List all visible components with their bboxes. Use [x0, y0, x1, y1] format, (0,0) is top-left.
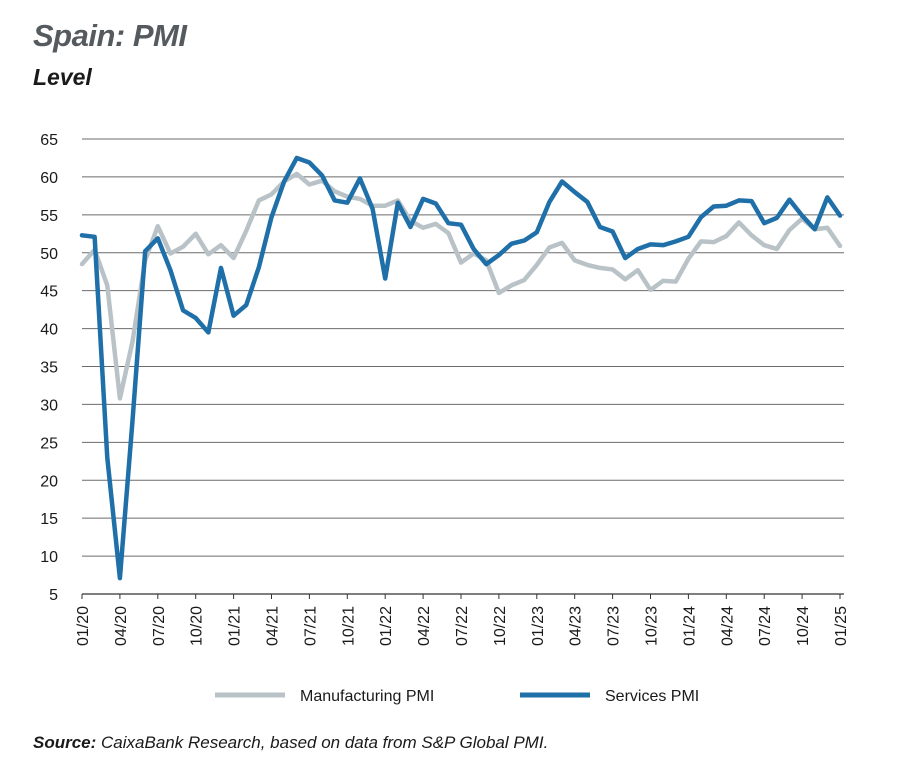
y-tick-label: 55	[40, 208, 58, 225]
legend: Manufacturing PMI Services PMI	[215, 688, 699, 705]
x-tick-label: 04/22	[416, 606, 433, 646]
source-note: Source: CaixaBank Research, based on dat…	[33, 733, 548, 753]
x-tick-label: 04/21	[265, 606, 282, 646]
y-tick-label: 50	[40, 246, 58, 263]
x-tick-label: 01/20	[75, 606, 92, 646]
x-tick-label: 07/24	[757, 606, 774, 646]
manufacturing-pmi-line	[79, 171, 843, 401]
x-tick-label: 01/23	[530, 606, 547, 646]
x-tick-label: 07/22	[454, 606, 471, 646]
x-tick-label: 01/25	[833, 606, 850, 646]
y-tick-label: 5	[49, 587, 58, 604]
x-tick-label: 04/24	[719, 606, 736, 646]
y-tick-label: 40	[40, 322, 58, 339]
x-tick-label: 07/20	[151, 606, 168, 646]
x-tick-label: 07/21	[302, 606, 319, 646]
services-pmi-line	[79, 155, 843, 581]
chart-title: Spain: PMI	[33, 18, 187, 53]
y-tick-label: 20	[40, 473, 58, 490]
legend-label-manufacturing: Manufacturing PMI	[300, 688, 434, 705]
y-axis: 5 10 15 20 25 30 35 40 45 50 55 60 65	[40, 132, 58, 604]
y-tick-label: 65	[40, 132, 58, 149]
x-tick-label: 07/23	[606, 606, 623, 646]
x-tick-label: 01/22	[378, 606, 395, 646]
y-tick-label: 25	[40, 435, 58, 452]
y-gridlines	[82, 138, 844, 595]
y-tick-label: 15	[40, 511, 58, 528]
y-tick-label: 45	[40, 284, 58, 301]
x-tick-label: 10/22	[492, 606, 509, 646]
x-tick-label: 04/20	[113, 606, 130, 646]
x-tick-label: 10/23	[644, 606, 661, 646]
chart-subtitle: Level	[33, 64, 92, 90]
x-tick-label: 04/23	[568, 606, 585, 646]
x-tick-label: 10/24	[795, 606, 812, 646]
x-axis: 01/20 04/20 07/20 10/20 01/21 04/21 07/21 10/21…	[75, 594, 850, 646]
legend-label-services: Services PMI	[605, 688, 699, 705]
y-tick-label: 10	[40, 549, 58, 566]
x-tick-label: 10/21	[340, 606, 357, 646]
source-text: CaixaBank Research, based on data from S…	[101, 733, 549, 752]
x-tick-label: 10/20	[189, 606, 206, 646]
y-tick-label: 60	[40, 170, 58, 187]
source-label: Source:	[33, 733, 97, 752]
y-tick-label: 35	[40, 360, 58, 377]
y-tick-label: 30	[40, 397, 58, 414]
x-tick-label: 01/21	[227, 606, 244, 646]
x-tick-label: 01/24	[681, 606, 698, 646]
